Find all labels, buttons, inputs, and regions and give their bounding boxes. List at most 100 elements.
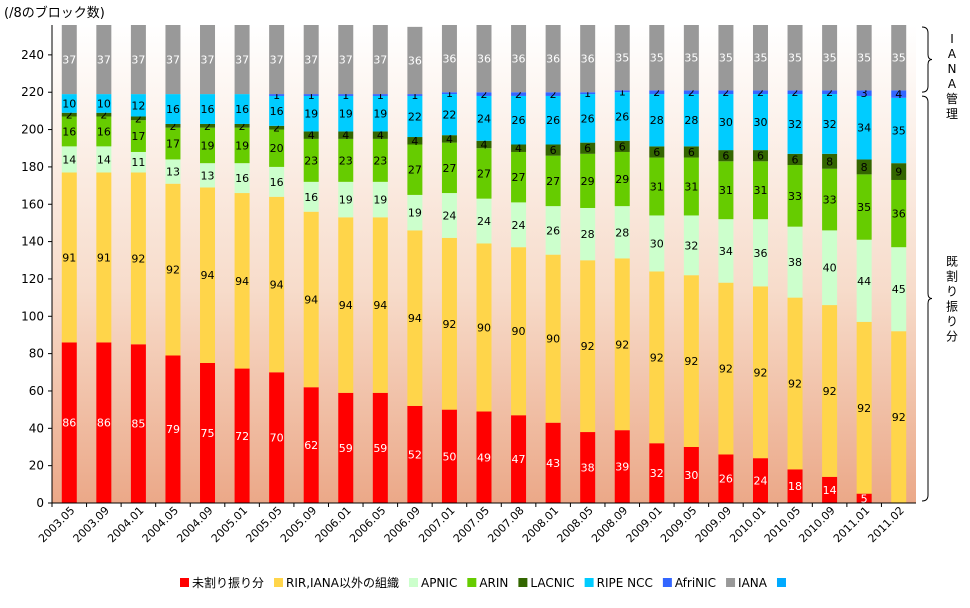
data-label: 35 [857, 201, 871, 214]
bar-segment [580, 432, 596, 503]
y-tick-label: 40 [29, 421, 44, 435]
bar-segment [511, 415, 527, 503]
bracket-label-char: 管 [946, 91, 958, 106]
data-label: 37 [270, 54, 284, 67]
bar-segment [441, 135, 457, 143]
data-label: 92 [166, 264, 180, 277]
bar-segment [407, 194, 423, 231]
data-label: 22 [442, 109, 456, 122]
bar-segment [822, 94, 838, 154]
bracket-label-char: I [950, 32, 954, 46]
data-label: 2 [826, 86, 833, 99]
bar-segment [787, 469, 803, 503]
data-label: 4 [446, 133, 453, 146]
data-label: 2 [722, 86, 729, 99]
bar-segment [441, 25, 457, 93]
bar-segment [511, 92, 527, 96]
bar-segment [407, 26, 423, 95]
bar-segment [407, 230, 423, 406]
data-label: 37 [304, 54, 318, 67]
data-label: 79 [166, 423, 180, 436]
bar-segment [234, 123, 250, 128]
data-label: 6 [584, 142, 591, 155]
legend-swatch [518, 578, 528, 587]
data-label: 1 [342, 89, 349, 102]
y-tick-label: 80 [29, 347, 44, 361]
bar-segment [476, 198, 492, 244]
data-label: 19 [201, 139, 215, 152]
bar-segment [234, 94, 250, 124]
bar-segment [752, 94, 768, 151]
data-label: 34 [857, 122, 871, 135]
data-label: 2 [653, 86, 660, 99]
data-label: 4 [411, 135, 418, 148]
data-label: 8 [826, 155, 833, 168]
data-label: 24 [442, 209, 456, 222]
data-label: 32 [684, 239, 698, 252]
bar-segment [165, 159, 181, 184]
x-tick-label: 2004.01 [105, 504, 146, 545]
bar-segment [787, 153, 803, 166]
data-label: 35 [788, 52, 802, 65]
bar-segment [338, 131, 354, 139]
bar-segment [269, 129, 285, 167]
data-label: 26 [512, 114, 526, 127]
x-tick-label: 2005.05 [243, 504, 284, 545]
data-label: 45 [892, 283, 906, 296]
bar-segment [891, 247, 907, 332]
bar-segment [545, 92, 561, 96]
bar-segment [234, 163, 250, 194]
data-label: 19 [235, 139, 249, 152]
bar-segment [856, 95, 872, 160]
data-label: 16 [270, 105, 284, 118]
bracket-label-char: 理 [946, 107, 958, 121]
x-tick-label: 2009.09 [693, 504, 734, 545]
data-label: 33 [788, 190, 802, 203]
bar-segment [718, 25, 734, 91]
bar-segment [200, 127, 216, 164]
data-label: 94 [270, 279, 284, 292]
x-tick-label: 2003.09 [71, 504, 112, 545]
data-label: 35 [719, 52, 733, 65]
bar-segment [718, 161, 734, 220]
bar-segment [165, 127, 181, 160]
data-label: 4 [895, 88, 902, 101]
x-tick-label: 2009.05 [658, 504, 699, 545]
data-label: 94 [304, 293, 318, 306]
data-label: 36 [581, 53, 595, 66]
x-tick-label: 2007.05 [451, 504, 492, 545]
bar-segment [683, 146, 699, 158]
bracket-label-char: A [948, 47, 957, 61]
y-tick-label: 240 [21, 48, 44, 62]
bar-segment [649, 94, 665, 147]
data-label: 92 [857, 402, 871, 415]
bar-segment [61, 342, 77, 503]
data-label: 92 [615, 338, 629, 351]
bar-segment [200, 187, 216, 363]
data-label: 2 [515, 88, 522, 101]
bar-segment [718, 150, 734, 162]
bar-segment [856, 174, 872, 240]
data-label: 10 [97, 97, 111, 110]
bar-segment [234, 368, 250, 503]
data-label: 50 [442, 450, 456, 463]
x-tick-label: 2009.01 [624, 504, 665, 545]
data-label: 1 [584, 87, 591, 100]
x-tick-label: 2004.09 [174, 504, 215, 545]
x-tick-label: 2007.01 [416, 504, 457, 545]
y-tick-label: 20 [29, 459, 44, 473]
x-tick-label: 2008.09 [589, 504, 630, 545]
y-axis: 0 20 40 60 80 100 120 140 160 180 200 220 240 [21, 25, 53, 510]
data-label: 23 [373, 154, 387, 167]
bar-segment [614, 92, 630, 141]
bars: 8691141621037869114162103785921117212377… [61, 25, 907, 508]
bar-segment [165, 94, 181, 124]
legend-label: 未割り振り分 [192, 575, 264, 590]
bar-segment [822, 153, 838, 169]
bar-segment [476, 25, 492, 93]
data-label: 26 [546, 224, 560, 237]
bar-segment [787, 94, 803, 154]
bar-segment [752, 150, 768, 162]
data-label: 27 [477, 167, 491, 180]
data-label: 92 [581, 340, 595, 353]
